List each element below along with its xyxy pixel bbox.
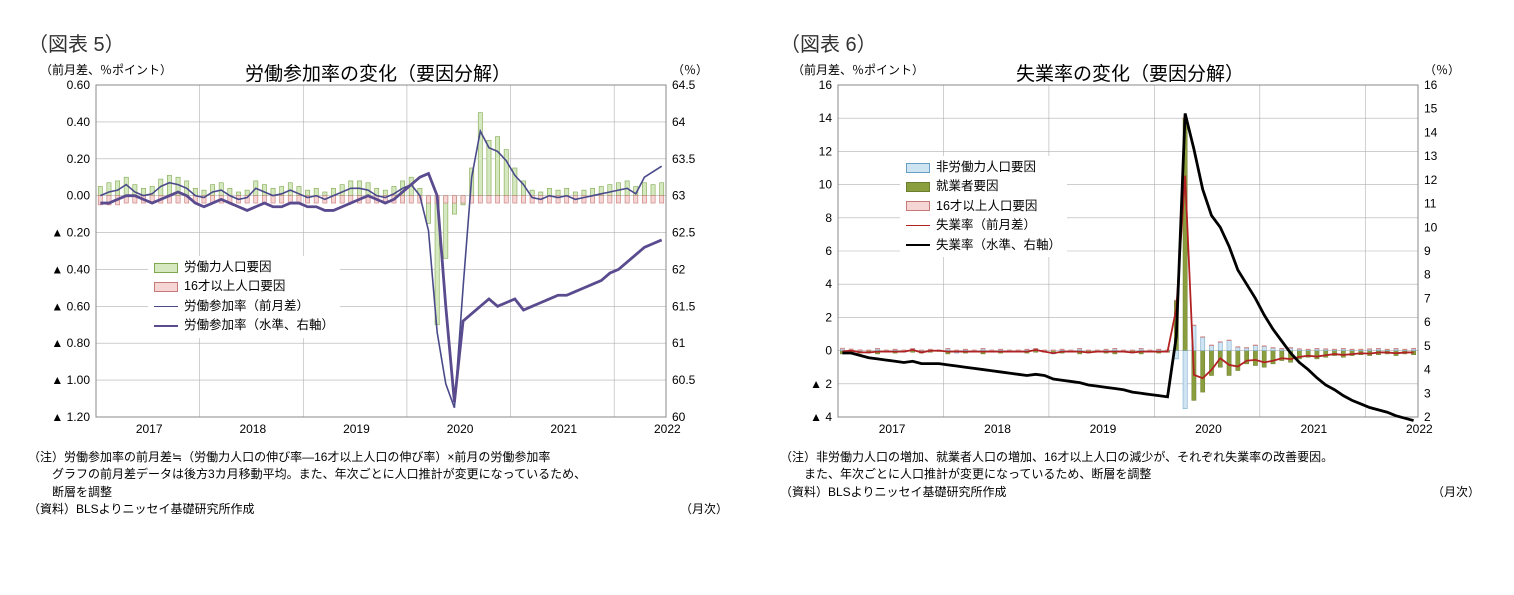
svg-text:2020: 2020 xyxy=(447,422,474,436)
svg-text:12: 12 xyxy=(819,144,833,158)
svg-text:2021: 2021 xyxy=(1301,422,1328,436)
svg-text:0.20: 0.20 xyxy=(67,152,91,166)
svg-text:▲ 1.00: ▲ 1.00 xyxy=(51,373,90,387)
svg-text:6: 6 xyxy=(1424,315,1431,329)
legend-label: 失業率（前月差） xyxy=(936,216,1036,235)
figure-6-label: （図表 6） xyxy=(780,28,1500,57)
note-line: 断層を調整 xyxy=(28,484,748,501)
svg-text:▲ 1.20: ▲ 1.20 xyxy=(51,410,90,424)
svg-text:64: 64 xyxy=(672,115,686,129)
svg-text:14: 14 xyxy=(819,111,833,125)
svg-text:2018: 2018 xyxy=(984,422,1011,436)
chart-6-right-axis-label: （％） xyxy=(1424,61,1460,78)
svg-text:2019: 2019 xyxy=(1090,422,1117,436)
svg-text:62.5: 62.5 xyxy=(672,226,696,240)
svg-text:2020: 2020 xyxy=(1195,422,1222,436)
svg-text:▲ 0.20: ▲ 0.20 xyxy=(51,226,90,240)
svg-text:15: 15 xyxy=(1424,102,1438,116)
chart-5-notes: （注）労働参加率の前月差≒（労働力人口の伸び率―16才以上人口の伸び率）×前月の… xyxy=(28,449,748,519)
figure-6-panel: （図表 6） （前月差、％ポイント） 失業率の変化（要因分解） （％） 1614… xyxy=(780,28,1500,501)
svg-text:▲ 4: ▲ 4 xyxy=(810,410,832,424)
legend-label: 非労働力人口要因 xyxy=(936,158,1036,177)
svg-text:2021: 2021 xyxy=(550,422,577,436)
svg-text:0.00: 0.00 xyxy=(67,189,91,203)
note-line: グラフの前月差データは後方3カ月移動平均。また、年次ごとに人口推計が変更になって… xyxy=(28,466,748,483)
svg-text:2019: 2019 xyxy=(343,422,370,436)
svg-text:7: 7 xyxy=(1424,291,1431,305)
svg-text:9: 9 xyxy=(1424,244,1431,258)
svg-text:▲ 0.80: ▲ 0.80 xyxy=(51,336,90,350)
chart-5-title: 労働参加率の変化（要因分解） xyxy=(38,59,718,86)
legend-label: 失業率（水準、右軸） xyxy=(936,236,1061,255)
svg-text:8: 8 xyxy=(1424,268,1431,282)
svg-text:62: 62 xyxy=(672,262,686,276)
chart-6-title: 失業率の変化（要因分解） xyxy=(790,59,1470,86)
svg-text:61.5: 61.5 xyxy=(672,299,696,313)
svg-text:3: 3 xyxy=(1424,386,1431,400)
svg-text:5: 5 xyxy=(1424,339,1431,353)
legend-label: 16才以上人口要因 xyxy=(184,277,285,296)
svg-text:2018: 2018 xyxy=(239,422,266,436)
svg-text:0.40: 0.40 xyxy=(67,115,91,129)
svg-text:2017: 2017 xyxy=(136,422,163,436)
svg-text:▲ 2: ▲ 2 xyxy=(810,377,832,391)
legend-label: 労働参加率（前月差） xyxy=(184,297,309,316)
svg-text:63.5: 63.5 xyxy=(672,152,696,166)
svg-text:2022: 2022 xyxy=(654,422,681,436)
svg-text:2: 2 xyxy=(825,310,832,324)
chart-6-notes: （注）非労働力人口の増加、就業者人口の増加、16才以上人口の減少が、それぞれ失業… xyxy=(780,449,1500,501)
legend-label: 16才以上人口要因 xyxy=(936,197,1037,216)
note-line: （注）労働参加率の前月差≒（労働力人口の伸び率―16才以上人口の伸び率）×前月の… xyxy=(28,449,748,466)
svg-text:13: 13 xyxy=(1424,149,1438,163)
figure-5-label: （図表 5） xyxy=(28,28,748,57)
svg-text:2022: 2022 xyxy=(1406,422,1433,436)
chart-5-svg: 0.600.400.200.00▲ 0.20▲ 0.40▲ 0.60▲ 0.80… xyxy=(38,61,718,441)
svg-text:▲ 0.60: ▲ 0.60 xyxy=(51,299,90,313)
chart-6-legend: 非労働力人口要因 就業者要因 16才以上人口要因 失業率（前月差） 失業率（水準… xyxy=(900,156,1067,257)
x-axis-unit: （月次） xyxy=(1432,484,1500,501)
svg-text:6: 6 xyxy=(825,244,832,258)
chart-6-svg: 1614121086420▲ 2▲ 4161514131211109876543… xyxy=(790,61,1470,441)
chart-5-right-axis-label: （％） xyxy=(672,61,708,78)
svg-text:4: 4 xyxy=(1424,363,1431,377)
svg-text:11: 11 xyxy=(1424,197,1437,211)
note-line: また、年次ごとに人口推計が変更になっているため、断層を調整 xyxy=(780,466,1500,483)
svg-text:63: 63 xyxy=(672,189,686,203)
chart-6-area: （前月差、％ポイント） 失業率の変化（要因分解） （％） 16141210864… xyxy=(790,61,1470,441)
svg-text:10: 10 xyxy=(819,178,833,192)
svg-text:10: 10 xyxy=(1424,220,1438,234)
legend-label: 労働力人口要因 xyxy=(184,258,272,277)
figure-5-panel: （図表 5） （前月差、％ポイント） 労働参加率の変化（要因分解） （％） 0.… xyxy=(28,28,748,519)
svg-text:61: 61 xyxy=(672,336,686,350)
svg-text:60.5: 60.5 xyxy=(672,373,696,387)
chart-5-area: （前月差、％ポイント） 労働参加率の変化（要因分解） （％） 0.600.400… xyxy=(38,61,718,441)
svg-text:14: 14 xyxy=(1424,125,1438,139)
svg-text:2017: 2017 xyxy=(879,422,906,436)
legend-label: 就業者要因 xyxy=(936,177,999,196)
legend-label: 労働参加率（水準、右軸） xyxy=(184,316,334,335)
svg-text:4: 4 xyxy=(825,277,832,291)
svg-text:0: 0 xyxy=(825,344,832,358)
note-source: （資料）BLSよりニッセイ基礎研究所作成 xyxy=(780,484,1006,501)
x-axis-unit: （月次） xyxy=(680,501,748,518)
svg-text:▲ 0.40: ▲ 0.40 xyxy=(51,262,90,276)
chart-5-legend: 労働力人口要因 16才以上人口要因 労働参加率（前月差） 労働参加率（水準、右軸… xyxy=(148,256,340,338)
note-line: （注）非労働力人口の増加、就業者人口の増加、16才以上人口の減少が、それぞれ失業… xyxy=(780,449,1500,466)
svg-text:12: 12 xyxy=(1424,173,1438,187)
note-source: （資料）BLSよりニッセイ基礎研究所作成 xyxy=(28,501,254,518)
svg-text:8: 8 xyxy=(825,211,832,225)
